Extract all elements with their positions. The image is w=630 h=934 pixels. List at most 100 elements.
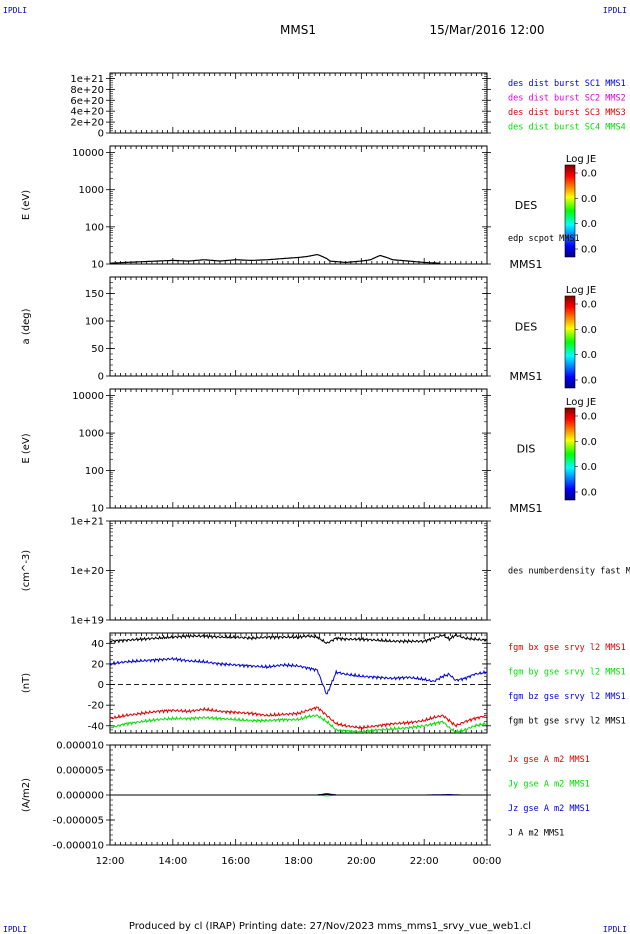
plot-date: 15/Mar/2016 12:00 [430, 23, 545, 37]
x-tick-label: 12:00 [96, 856, 125, 867]
panel-frame [109, 276, 488, 377]
y-tick-label: 1000 [79, 185, 104, 196]
y-tick-label: -20 [88, 701, 104, 712]
legend-entry: des numberdensity fast M [508, 567, 630, 577]
colorbar-tick-label: 0.0 [581, 376, 597, 387]
series-line [109, 633, 488, 645]
colorbar-tick-label: 0.0 [581, 325, 597, 336]
spacecraft-label: MMS1 [510, 502, 543, 515]
y-tick-label: 1e+19 [70, 616, 104, 627]
spacecraft-label: MMS1 [510, 258, 543, 271]
panel-frame [109, 520, 488, 621]
colorbar-title: Log JE [566, 154, 596, 165]
y-tick-label: 6e+20 [70, 96, 104, 107]
x-tick-label: 20:00 [347, 856, 376, 867]
y-tick-label: -0.000005 [53, 816, 104, 827]
y-tick-label: 40 [91, 639, 104, 650]
y-axis-label: E (eV) [21, 190, 32, 220]
colorbar-tick-label: 0.0 [581, 194, 597, 205]
series-line [110, 794, 487, 796]
series-line [109, 706, 487, 730]
colorbar-title: Log JE [566, 285, 596, 296]
panel-dis_energy: 10000 1000 100 10 E (eV) DIS MMS1 Log JE 0.0 0.0 0… [21, 388, 597, 515]
y-tick-label: 0 [98, 680, 104, 691]
panel-density: 1e+21 1e+20 1e+19 (cm^-3) des numberdensity … [21, 517, 630, 627]
colorbar-tick-label: 0.0 [581, 350, 597, 361]
y-tick-label: 1e+21 [70, 74, 104, 85]
y-tick-label: 0.000010 [56, 741, 104, 752]
panel-frame [109, 145, 488, 265]
legend-entry: des dist burst SC1 MMS1 [508, 79, 626, 89]
spacecraft-title: MMS1 [280, 23, 316, 37]
colorbar [564, 407, 576, 501]
y-tick-label: 20 [91, 659, 104, 670]
x-tick-label: 00:00 [473, 856, 502, 867]
colorbar [564, 164, 576, 258]
y-tick-label: 1e+21 [70, 517, 104, 528]
panel-frame [109, 388, 488, 509]
legend-entry: Jy gse A m2 MMS1 [508, 779, 590, 789]
instrument-label: DIS [517, 443, 536, 456]
series-line [109, 656, 488, 695]
colorbar-title: Log JE [566, 397, 596, 408]
legend-entry: Jz gse A m2 MMS1 [508, 804, 590, 814]
legend-entry: fgm by gse srvy l2 MMS1 [508, 667, 626, 677]
panel-frame [109, 72, 488, 134]
legend-entry: edp scpot MMS1 [508, 234, 580, 244]
corner-label-top-right: IPDLI [603, 6, 627, 15]
y-tick-label: 0 [98, 129, 104, 140]
y-tick-label: 100 [85, 222, 104, 233]
panel-current: 0.000010 0.000005 0.000000 -0.000005 -0.0000… [21, 741, 590, 852]
y-tick-label: 0.000005 [56, 766, 104, 777]
colorbar-tick-label: 0.0 [581, 300, 597, 311]
legend-entry: des dist burst SC2 MMS2 [508, 94, 626, 104]
legend-entry: Jx gse A m2 MMS1 [508, 755, 590, 765]
legend-entry: fgm bz gse srvy l2 MMS1 [508, 692, 626, 702]
legend-entry: fgm bx gse srvy l2 MMS1 [508, 643, 626, 653]
spacecraft-label: MMS1 [510, 370, 543, 383]
colorbar-tick-label: 0.0 [581, 169, 597, 180]
y-tick-label: 1e+20 [70, 566, 104, 577]
panel-des_pitch: 150 100 50 0 a (deg) DES MMS1 Log JE 0.0 0.0 0.0 0.… [21, 276, 597, 389]
colorbar-tick-label: 0.0 [581, 245, 597, 256]
instrument-label: DES [515, 321, 537, 334]
y-tick-label: 150 [85, 289, 104, 300]
x-tick-label: 14:00 [158, 856, 187, 867]
y-tick-label: 100 [85, 466, 104, 477]
y-tick-label: 10 [91, 260, 104, 271]
legend-entry: des dist burst SC3 MMS3 [508, 108, 626, 118]
y-tick-label: -0.000010 [53, 841, 104, 852]
instrument-label: DES [515, 199, 537, 212]
panel-des_energy: 10000 1000 100 10 E (eV) DES MMS1 Log JE 0.0 0.0 0… [21, 145, 597, 271]
colorbar-tick-label: 0.0 [581, 412, 597, 423]
y-tick-label: 0 [98, 372, 104, 383]
colorbar-tick-label: 0.0 [581, 462, 597, 473]
legend-entry: des dist burst SC4 MMS4 [508, 123, 626, 133]
y-tick-label: 0.000000 [56, 791, 104, 802]
panel-fgm: 40 20 0 -20 -40 (nT) fgm bx gse srvy l2 MMS1 fg… [21, 632, 626, 735]
y-axis-label: a (deg) [21, 308, 32, 344]
y-tick-label: -40 [88, 721, 104, 732]
x-tick-label: 22:00 [410, 856, 439, 867]
y-axis-label: (nT) [21, 673, 32, 693]
y-tick-label: 1000 [79, 429, 104, 440]
colorbar-tick-label: 0.0 [581, 219, 597, 230]
x-tick-label: 18:00 [284, 856, 313, 867]
y-tick-label: 10000 [72, 148, 104, 159]
y-tick-label: 10000 [72, 391, 104, 402]
corner-label-bottom-right: IPDLI [603, 925, 627, 934]
x-tick-label: 16:00 [221, 856, 250, 867]
y-tick-label: 8e+20 [70, 85, 104, 96]
corner-label-bottom-left: IPDLI [3, 925, 27, 934]
y-tick-label: 4e+20 [70, 107, 104, 118]
time-axis: 12:00 14:00 16:00 18:00 20:00 22:00 00:00 [96, 856, 502, 867]
y-axis-label: E (eV) [21, 433, 32, 463]
series-line [109, 714, 488, 735]
corner-label-top-left: IPDLI [3, 6, 27, 15]
colorbar-tick-label: 0.0 [581, 488, 597, 499]
colorbar [564, 295, 576, 389]
y-tick-label: 100 [85, 317, 104, 328]
